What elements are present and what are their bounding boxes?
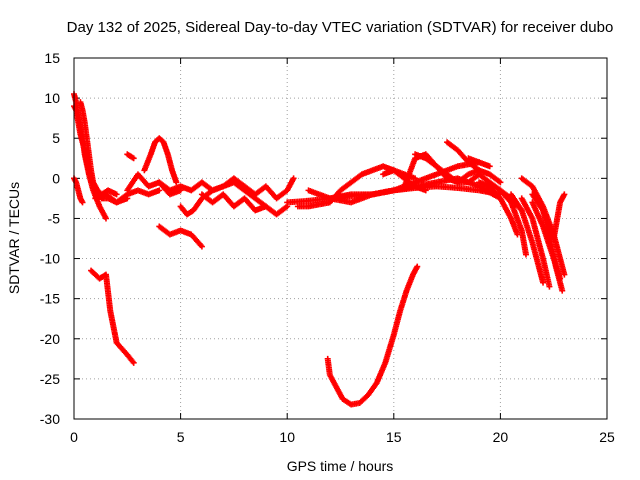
y-tick-label: 5 [52,130,60,146]
series-track-dip-mid [324,263,421,408]
data-point [540,279,547,286]
grid-lines [74,58,607,419]
x-tick-label: 20 [493,429,509,445]
data-marks [71,91,568,408]
y-tick-label: -20 [40,331,60,347]
series-track-mid-1 [141,135,180,186]
data-point [559,287,566,294]
data-point [156,187,163,194]
series-track-mid-6 [241,175,297,202]
data-point [113,191,120,198]
series-track-late-14 [518,195,553,290]
series-track-mid-4 [156,175,248,194]
chart-title: Day 132 of 2025, Sidereal Day-to-day VTE… [67,19,614,36]
series-track-late-8 [444,139,504,186]
series-track-late-12 [497,187,529,258]
series-track-early-5 [92,187,163,206]
data-point [130,155,137,162]
data-point [130,359,137,366]
x-tick-label: 0 [70,429,78,445]
y-tick-label: 15 [44,50,60,66]
x-tick-label: 10 [279,429,295,445]
x-tick-label: 25 [599,429,615,445]
data-point [561,191,568,198]
series-track-early-3 [77,99,120,198]
data-point [546,283,553,290]
data-point [522,251,529,258]
data-point [561,271,568,278]
series-track-late-11 [476,179,521,238]
data-point [173,179,180,186]
y-tick-label: 10 [44,90,60,106]
data-point [422,187,429,194]
y-tick-label: -25 [40,371,60,387]
data-point [486,163,493,170]
data-point [290,175,297,182]
series-track-dip-early [88,267,137,366]
x-tick-label: 5 [177,429,185,445]
y-tick-label: -5 [48,210,61,226]
series-track-late-9 [465,155,493,170]
series-track-late-18 [529,191,568,242]
x-axis-label: GPS time / hours [287,458,394,474]
data-point [102,215,109,222]
data-point [79,199,86,206]
series-track-mid-5 [198,191,291,218]
plot-frame [73,57,608,420]
x-tick-label: 15 [386,429,402,445]
y-tick-label: -15 [40,291,60,307]
series-track-late-7 [412,151,461,186]
series-track-late-5 [380,167,429,194]
y-axis-label: SDTVAR / TECUs [6,182,22,294]
y-tick-label: -10 [40,251,60,267]
series-track-mid-2 [124,151,137,162]
axis-ticks: 0 5 10 15 20 25 -30 -25 -20 -15 -10 -5 0 5 10 15 [40,50,615,445]
series-track-mid-7 [156,223,205,250]
series-track-late-13 [508,191,547,286]
data-point [198,243,205,250]
series-track-early-4 [71,175,86,206]
data-point [497,179,504,186]
y-tick-label: 0 [52,170,60,186]
data-point [414,263,421,270]
y-tick-label: -30 [40,411,60,427]
